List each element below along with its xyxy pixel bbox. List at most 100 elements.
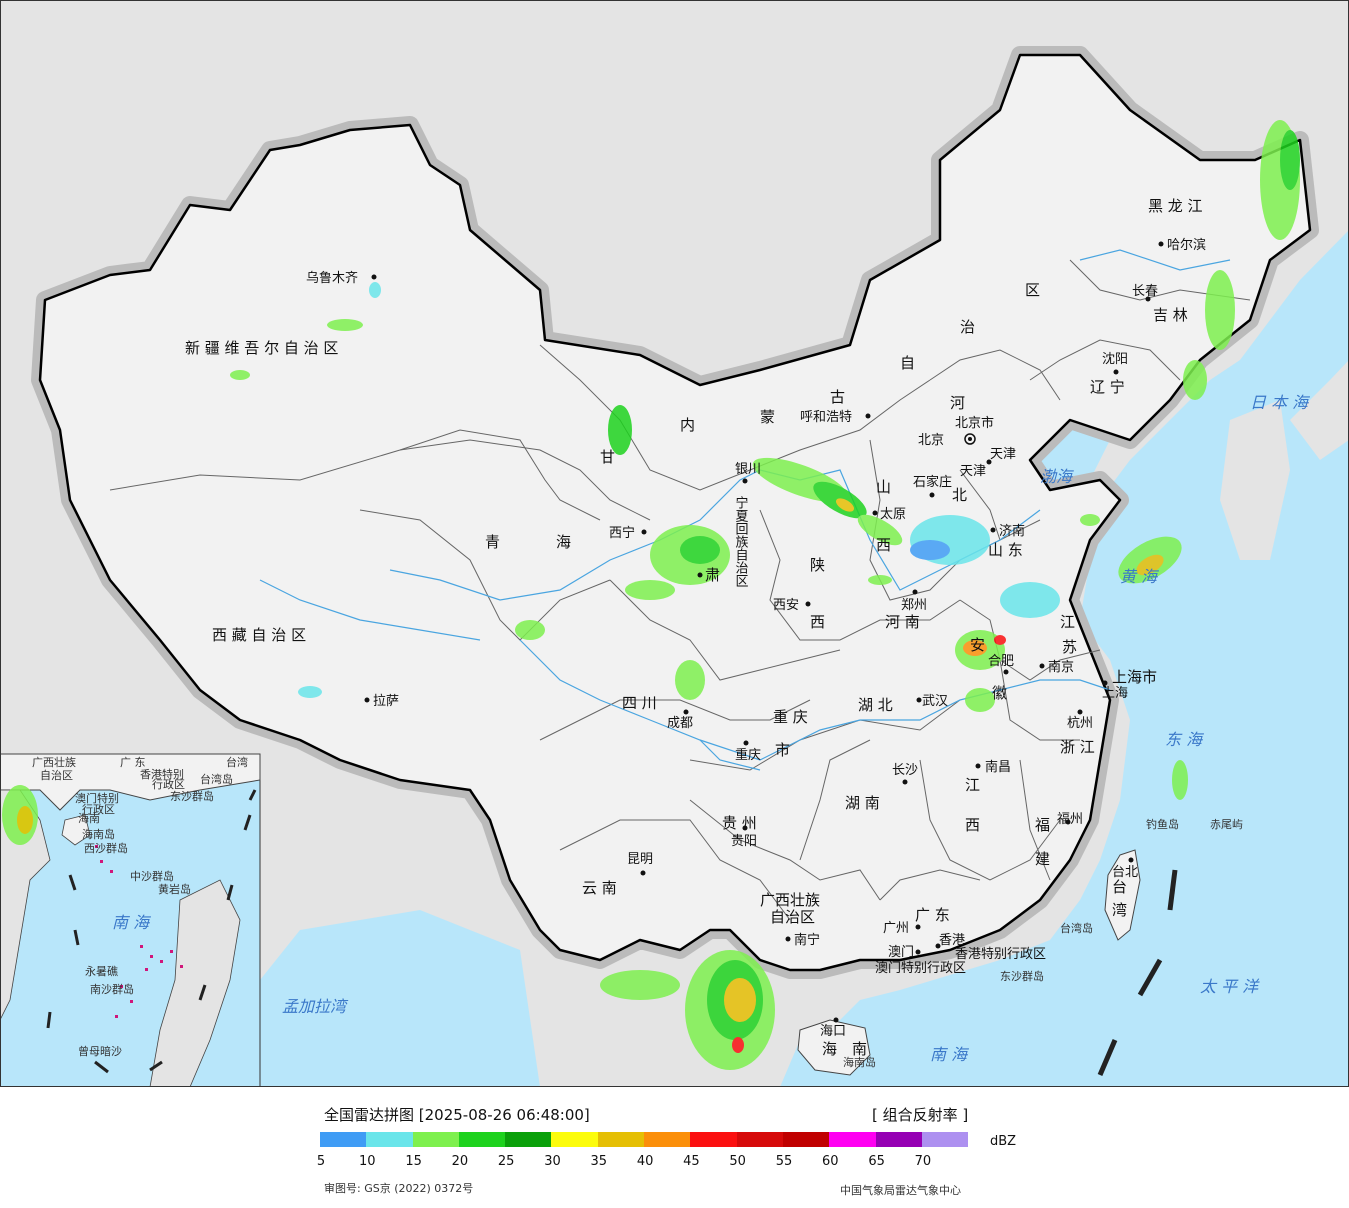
city-xining: 西宁 — [609, 525, 647, 541]
svg-text:海口: 海口 — [820, 1024, 846, 1039]
legend-product: [ 组合反射率 ] — [872, 1106, 969, 1124]
province-label-neimenggu-2: 蒙 — [760, 408, 775, 426]
svg-text:银川: 银川 — [735, 462, 761, 477]
province-label-shanxi-2: 西 — [876, 536, 891, 554]
island-label-hainan: 海南岛 — [843, 1055, 876, 1069]
legend-swatch — [875, 1132, 922, 1147]
province-label-hunan: 湖 南 — [845, 794, 880, 812]
province-label-heilongjiang: 黑 龙 江 — [1148, 197, 1203, 215]
province-borders — [109, 259, 1251, 921]
svg-text:香港: 香港 — [939, 933, 965, 948]
inset-label-hainan-island: 海南岛 — [82, 827, 115, 841]
svg-text:武汉: 武汉 — [922, 694, 948, 709]
province-label-guangxi-1: 广西壮族 — [760, 891, 820, 909]
province-label-hainan-2: 南 — [852, 1040, 867, 1058]
city-guangzhou: 广州 — [883, 921, 921, 936]
sea-label-yellow: 黄 海 — [1120, 567, 1159, 586]
inset-label-huangyan: 黄岩岛 — [158, 882, 191, 896]
province-label-guangxi-2: 自治区 — [770, 908, 815, 926]
inset-label-guangxi: 广西壮族 — [32, 755, 76, 769]
svg-text:上海: 上海 — [1102, 686, 1128, 701]
inset-label-guangxi-2: 自治区 — [40, 768, 73, 782]
city-tianjin: 天津 — [960, 459, 992, 479]
city-changsha: 长沙 — [892, 763, 918, 785]
inset-label-nansha: 南沙群岛 — [90, 982, 134, 996]
svg-text:呼和浩特: 呼和浩特 — [800, 410, 852, 425]
province-label-jiangsu-1: 江 — [1060, 613, 1075, 631]
legend-tick-label: 55 — [775, 1154, 793, 1169]
inset-label-nanhai: 南 海 — [112, 913, 151, 932]
label-ningxia: 宁夏回族自治区 — [733, 495, 749, 587]
city-taiyuan: 太原 — [872, 507, 906, 522]
legend-swatch — [782, 1132, 830, 1147]
island-labels: 钓鱼岛 赤尾屿 台湾岛 东沙群岛 海南岛 — [843, 817, 1243, 1069]
province-label-chongqing-2: 市 — [775, 741, 790, 759]
city-macau: 澳门 — [888, 944, 921, 960]
island-label-chiwei: 赤尾屿 — [1210, 818, 1243, 831]
inset-label-zhongsha: 中沙群岛 — [130, 869, 174, 883]
sea-label-pacific: 太 平 洋 — [1200, 977, 1260, 996]
legend-tick-label: 50 — [729, 1154, 746, 1169]
city-zhengzhou: 郑州 — [901, 589, 927, 613]
legend-title: 全国雷达拼图 [2025-08-26 06:48:00] — [324, 1106, 590, 1124]
legend-unit: dBZ — [990, 1134, 1017, 1149]
city-guiyang: 贵阳 — [731, 825, 757, 849]
city-shanghai: 上海 — [1102, 680, 1128, 701]
svg-text:合肥: 合肥 — [988, 654, 1014, 669]
city-shijiazhuang: 石家庄 — [913, 474, 952, 498]
inset-label-hk-2: 行政区 — [152, 777, 185, 791]
city-kunming: 昆明 — [627, 852, 653, 876]
svg-text:乌鲁木齐: 乌鲁木齐 — [306, 270, 358, 286]
province-label-hebei-1: 河 — [950, 394, 965, 412]
city-haikou: 海口 — [820, 1017, 846, 1039]
svg-text:重庆: 重庆 — [735, 747, 761, 763]
province-label-sichuan: 四 川 — [622, 694, 657, 712]
province-label-shaanxi-1: 陕 — [810, 556, 825, 574]
data-source: 中国气象局雷达气象中心 — [840, 1184, 961, 1197]
svg-text:杭州: 杭州 — [1067, 716, 1093, 731]
svg-text:西安: 西安 — [773, 598, 799, 613]
south-china-sea-inset: 广西壮族 自治区 广 东 香港特别 行政区 澳门特别 行政区 台湾 台湾岛 东沙… — [0, 753, 261, 1086]
svg-text:拉萨: 拉萨 — [373, 694, 399, 709]
svg-text:广州: 广州 — [883, 921, 909, 936]
inset-label-hk: 香港特别 — [140, 767, 184, 781]
radar-echoes — [230, 120, 1300, 1070]
legend-swatch — [921, 1132, 969, 1147]
city-markers: 乌鲁木齐 拉萨 西宁 银川 呼和浩特 北京 天津 石家庄 太原 济南 郑州 西安… — [306, 237, 1206, 1039]
legend-ticks: 5 10 15 20 25 30 35 40 45 50 55 60 65 70 — [300, 1154, 960, 1172]
province-label-shaanxi-2: 西 — [810, 613, 825, 631]
legend-swatch — [412, 1132, 459, 1147]
inset-label-dongsha: 东沙群岛 — [170, 789, 214, 803]
legend-tick-label: 5 — [316, 1154, 326, 1169]
city-taipei: 台北 — [1112, 857, 1138, 880]
legend-tick-label: 35 — [590, 1154, 608, 1169]
island-label-dongsha: 东沙群岛 — [1000, 969, 1044, 983]
sea-label-east: 东 海 — [1165, 730, 1204, 749]
province-label-jiangsu-2: 苏 — [1062, 638, 1077, 656]
legend-swatch — [644, 1132, 691, 1147]
label-hk-sar: 香港特别行政区 — [955, 947, 1046, 962]
legend-tick-label: 60 — [822, 1154, 839, 1169]
city-chongqing: 重庆 — [735, 740, 761, 763]
legend-tick-label: 30 — [544, 1154, 561, 1169]
svg-text:南京: 南京 — [1048, 659, 1074, 675]
legend-tick-label: 10 — [359, 1154, 376, 1169]
province-label-gansu-1: 甘 — [600, 448, 615, 466]
legend-tick-label: 25 — [497, 1154, 515, 1169]
label-tianjin-small: 天津 — [990, 447, 1016, 462]
city-nanning: 南宁 — [785, 932, 820, 948]
svg-text:昆明: 昆明 — [627, 852, 653, 867]
svg-text:郑州: 郑州 — [901, 598, 927, 613]
label-macau-sar: 澳门特别行政区 — [875, 960, 966, 976]
province-label-anhui-1: 安 — [970, 636, 985, 654]
province-label-neimenggu-1: 内 — [680, 416, 695, 434]
legend-swatch — [597, 1132, 645, 1147]
svg-text:福州: 福州 — [1057, 812, 1083, 827]
province-label-taiwan-2: 湾 — [1112, 901, 1127, 919]
province-label-guangdong: 广 东 — [915, 906, 950, 924]
korea-land — [1220, 400, 1290, 560]
sea-label-south: 南 海 — [930, 1045, 969, 1064]
legend-swatch — [690, 1132, 737, 1147]
city-hefei: 合肥 — [988, 654, 1014, 675]
